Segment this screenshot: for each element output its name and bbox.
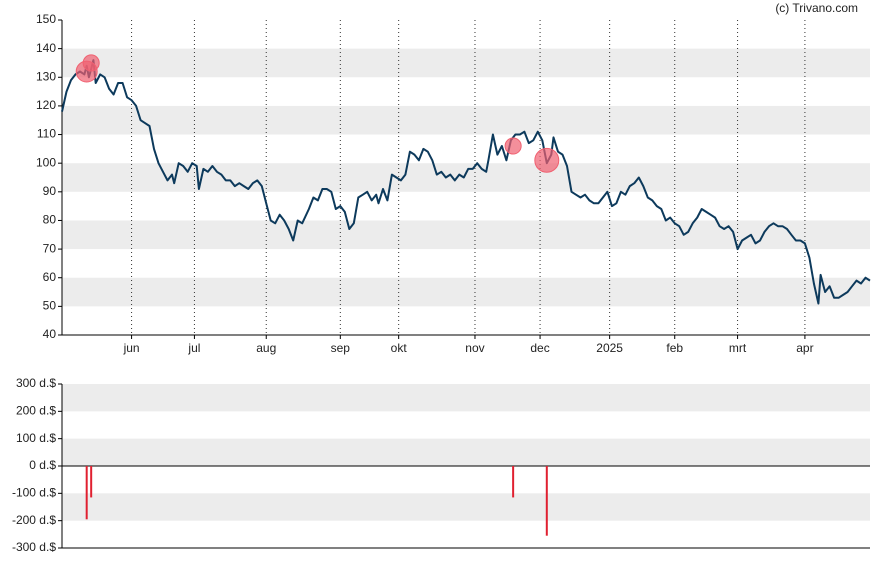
grid-band: [62, 384, 870, 412]
grid-band: [62, 48, 870, 78]
x-tick-label: feb: [666, 341, 683, 355]
y-tick-label: 200 d.$: [16, 404, 56, 418]
y-tick-label: -200 d.$: [12, 513, 56, 527]
bar: [85, 466, 88, 520]
credit: (c) Trivano.com: [775, 1, 858, 15]
y-tick-label: 90: [43, 184, 57, 198]
y-tick-label: 0 d.$: [29, 458, 56, 472]
y-tick-label: 70: [43, 241, 57, 255]
x-tick-label: sep: [331, 341, 351, 355]
y-tick-label: 110: [37, 127, 56, 141]
grid-band: [62, 220, 870, 250]
trade-marker: [82, 54, 100, 72]
x-tick-label: apr: [796, 341, 813, 355]
y-tick-label: -100 d.$: [12, 486, 56, 500]
bar: [512, 466, 515, 498]
y-tick-label: 60: [43, 270, 57, 284]
grid-band: [62, 105, 870, 135]
x-tick-label: aug: [256, 341, 276, 355]
trade-marker: [504, 137, 522, 155]
x-tick-label: jul: [187, 341, 200, 355]
grid-band: [62, 438, 870, 466]
grid-band: [62, 277, 870, 307]
y-tick-label: 40: [43, 327, 57, 341]
x-tick-label: dec: [530, 341, 549, 355]
y-tick-label: -300 d.$: [12, 540, 56, 554]
x-tick-label: jun: [123, 341, 140, 355]
y-tick-label: 140: [36, 41, 56, 55]
y-tick-label: 300 d.$: [16, 376, 56, 390]
price-line: [61, 59, 871, 305]
bar: [545, 466, 548, 536]
trade-marker: [534, 147, 560, 173]
x-tick-label: 2025: [596, 341, 623, 355]
x-tick-label: okt: [391, 341, 408, 355]
y-tick-label: 150: [36, 12, 56, 26]
x-tick-label: nov: [465, 341, 484, 355]
grid-band: [62, 493, 870, 521]
x-tick-label: mrt: [729, 341, 747, 355]
y-tick-label: 120: [36, 98, 56, 112]
y-tick-label: 100 d.$: [16, 431, 56, 445]
y-tick-label: 130: [36, 69, 56, 83]
y-tick-label: 50: [43, 299, 57, 313]
y-tick-label: 80: [43, 213, 57, 227]
bar: [90, 466, 93, 498]
y-tick-label: 100: [36, 155, 56, 169]
